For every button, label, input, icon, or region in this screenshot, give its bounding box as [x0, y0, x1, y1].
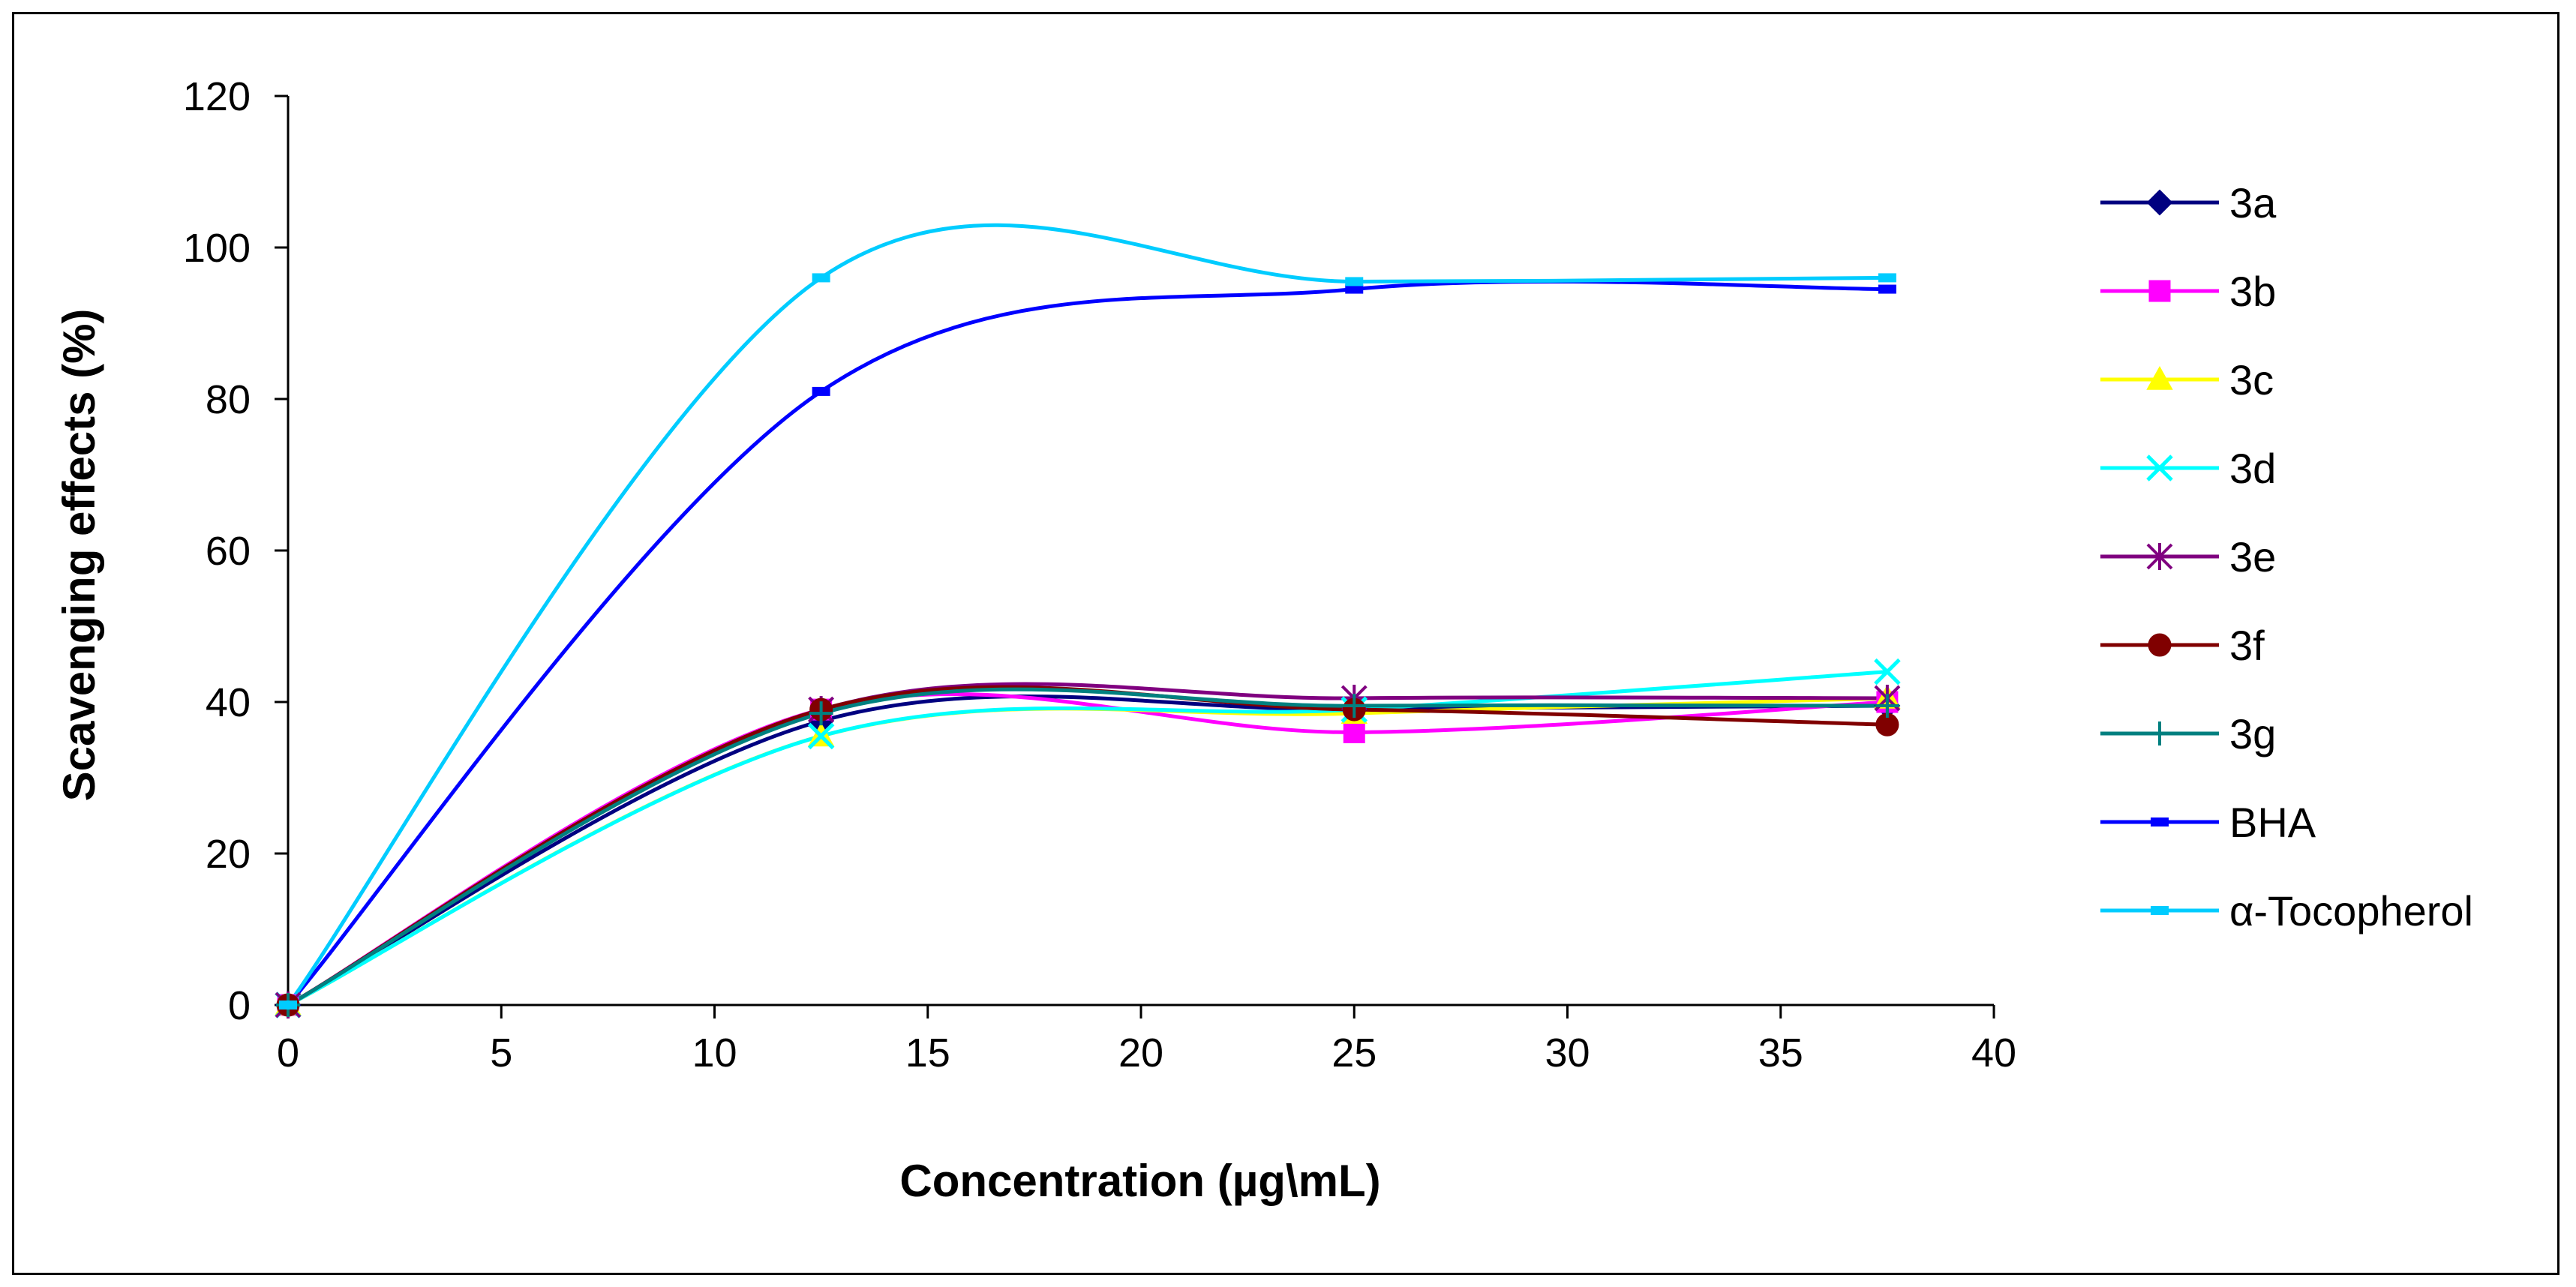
axes: 0 20 40 60 80 100 120 0 5 10 15 20 25 30 35 40	[183, 74, 2016, 1076]
y-tick-label: 100	[183, 226, 251, 271]
legend-marker-3a	[2146, 189, 2173, 216]
legend-item-bha: BHA	[2100, 799, 2316, 846]
legend-marker-3c	[2146, 365, 2173, 390]
y-tick-label: 0	[228, 983, 251, 1028]
legend-marker-3f	[2148, 633, 2172, 657]
legend-item-3e: 3e	[2100, 533, 2276, 580]
x-tick-label: 25	[1332, 1030, 1377, 1076]
legend-marker-tocopherol	[2151, 906, 2169, 915]
y-tick-label: 20	[206, 832, 251, 877]
legend-item-tocopherol: α-Tocopherol	[2100, 887, 2473, 934]
y-tick-label: 80	[206, 377, 251, 422]
legend-label-3c: 3c	[2229, 356, 2274, 404]
x-tick-label: 35	[1758, 1030, 1803, 1076]
x-tick-label: 30	[1545, 1030, 1590, 1076]
data-point-tocopherol	[812, 273, 830, 283]
data-point-3g	[1875, 694, 1899, 718]
legend-label-tocopherol: α-Tocopherol	[2229, 887, 2473, 934]
legend-item-3g: 3g	[2100, 710, 2276, 758]
legend-label-3d: 3d	[2229, 445, 2276, 492]
y-tick-label: 40	[206, 680, 251, 725]
x-tick-label: 15	[905, 1030, 950, 1076]
data-point-bha	[1878, 284, 1896, 294]
data-point-bha	[812, 386, 830, 396]
series-line-3g	[287, 687, 1887, 1007]
legend-label-3a: 3a	[2229, 179, 2277, 226]
y-tick-label: 60	[206, 529, 251, 574]
legend-marker-3g	[2148, 722, 2172, 746]
legend-label-3e: 3e	[2229, 533, 2276, 580]
legend-label-bha: BHA	[2229, 799, 2316, 846]
data-point-tocopherol	[1878, 273, 1896, 283]
legend-item-3b: 3b	[2100, 268, 2276, 315]
legend-label-3b: 3b	[2229, 268, 2276, 315]
y-tick-label: 120	[183, 74, 251, 119]
data-point-3b	[1343, 721, 1365, 743]
legend-item-3c: 3c	[2100, 356, 2274, 404]
legend-label-3g: 3g	[2229, 710, 2276, 758]
series-line-3e	[287, 682, 1887, 1007]
series-lines	[286, 223, 1888, 1007]
x-axis-title: Concentration (µg\mL)	[899, 1156, 1380, 1206]
data-point-bha	[1345, 284, 1364, 294]
series-line-tocopherol	[286, 223, 1887, 1006]
x-tick-label: 0	[277, 1030, 299, 1076]
data-point-tocopherol	[1345, 277, 1364, 286]
x-tick-label: 10	[692, 1030, 737, 1076]
data-point-3g	[1342, 694, 1367, 718]
legend-marker-3b	[2148, 280, 2171, 302]
legend-item-3f: 3f	[2100, 622, 2265, 669]
series-line-3b	[287, 692, 1888, 1007]
y-axis-title: Scavenging effects (%)	[54, 309, 104, 802]
data-point-3d	[1874, 658, 1901, 686]
legend-marker-3d	[2146, 454, 2173, 482]
data-point-tocopherol	[279, 1000, 297, 1010]
x-tick-label: 40	[1971, 1030, 2016, 1076]
data-point-3g	[809, 701, 833, 726]
legend-marker-bha	[2151, 818, 2169, 826]
legend-label-3f: 3f	[2229, 622, 2265, 669]
x-tick-label: 5	[490, 1030, 512, 1076]
series-line-3f	[287, 685, 1887, 1007]
x-tick-label: 20	[1118, 1030, 1163, 1076]
data-point-3d	[807, 722, 835, 750]
legend: 3a 3b 3c 3d 3e 3f 3g BHA α-Tocopherol	[2100, 179, 2473, 934]
series-line-3d	[287, 670, 1888, 1007]
series-markers	[275, 273, 1901, 1018]
legend-item-3a: 3a	[2100, 179, 2277, 226]
legend-item-3d: 3d	[2100, 445, 2276, 492]
series-line-bha	[287, 279, 1887, 1006]
legend-marker-3e	[2146, 543, 2173, 570]
